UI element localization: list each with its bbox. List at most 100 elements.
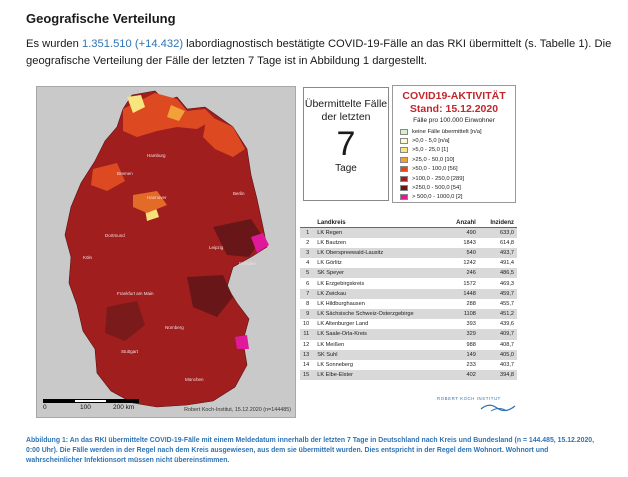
rank-cell: 14 xyxy=(303,362,310,369)
germany-incidence-map: Hamburg Bremen Berlin Hannover Dortmund … xyxy=(36,86,296,418)
anzahl-cell: 329 xyxy=(445,329,479,340)
rank-cell: 10 xyxy=(303,321,310,328)
anzahl-cell: 233 xyxy=(466,362,476,369)
anzahl-cell: 1242 xyxy=(463,260,476,267)
rki-logo-text: ROBERT KOCH INSTITUT xyxy=(437,396,501,401)
legend-item: >250,0 - 500,0 [54] xyxy=(400,183,482,192)
intro-text: labordiagnostisch bestätigte COVID-19-Fä… xyxy=(26,38,612,67)
city-label-leipzig: Leipzig xyxy=(209,245,224,250)
region-orange-west xyxy=(91,163,125,191)
table-row: 8 LK Hildburghausen 288 455,7 xyxy=(300,299,517,309)
table-row: 15 LK Elbe-Elster 402 394,8 xyxy=(300,370,517,381)
rank-cell: 8 xyxy=(306,300,310,307)
landkreis-cell: LK Zwickau xyxy=(314,288,446,299)
legend-swatch xyxy=(400,175,408,182)
landkreis-cell: LK Saale-Orla-Kreis xyxy=(314,329,446,340)
inzidenz-cell: 403,7 xyxy=(500,362,514,369)
new-cases-value: (+14.432) xyxy=(134,38,184,50)
landkreis-cell: LK Hildburghausen xyxy=(317,300,365,307)
legend-subtitle: Fälle pro 100.000 Einwohner xyxy=(413,117,495,124)
landkreis-cell: LK Sonneberg xyxy=(317,362,354,369)
legend-swatch xyxy=(400,166,408,173)
legend-item: > 500,0 - 1000,0 [2] xyxy=(400,193,482,202)
rank-cell: 13 xyxy=(300,349,315,360)
table-row: 6 LK Erzgebirgskreis 1572 469,3 xyxy=(300,278,517,288)
legend-swatch xyxy=(400,138,408,145)
col-header-inzidenz: Inzidenz xyxy=(478,219,517,228)
inzidenz-cell: 409,7 xyxy=(478,329,517,340)
legend-item-label: >50,0 - 100,0 [56] xyxy=(412,166,458,173)
legend-item-label: > 500,0 - 1000,0 [2] xyxy=(412,194,463,201)
landkreis-cell: LK Görlitz xyxy=(317,260,342,267)
city-label-koeln: Köln xyxy=(83,255,93,260)
rank-cell: 4 xyxy=(306,260,310,267)
legend-item-label: >0,0 - 5,0 [n/a] xyxy=(412,138,450,145)
rank-cell: 15 xyxy=(300,370,315,381)
col-header-landkreis: Landkreis xyxy=(314,219,446,228)
total-cases-link[interactable]: 1.351.510 xyxy=(81,38,132,50)
col-header-anzahl: Anzahl xyxy=(445,219,479,228)
table-row: 9 LK Sächsische Schweiz-Osterzgebirge 1108… xyxy=(300,309,517,320)
region-hotspot-regen xyxy=(235,335,249,349)
table-header-row: Landkreis Anzahl Inzidenz xyxy=(300,219,517,228)
col-header-rank xyxy=(300,219,315,228)
section-heading: Geografische Verteilung xyxy=(26,11,176,26)
table-row: 2 LK Bautzen 1843 614,8 xyxy=(300,238,517,248)
anzahl-cell: 988 xyxy=(466,341,476,348)
legend-title: COVID19-AKTIVITÄT xyxy=(402,90,506,102)
inzidenz-cell: 614,8 xyxy=(500,239,514,246)
city-label-nuernberg: Nürnberg xyxy=(165,325,184,330)
legend-swatch xyxy=(400,147,408,154)
landkreis-cell: LK Altenburger Land xyxy=(317,321,369,328)
table-body: 1 LK Regen 490 633,0 2 LK Bautzen 1843 614,8 3 LK… xyxy=(300,227,517,381)
anzahl-cell: 246 xyxy=(445,268,479,279)
landkreis-cell: LK Sächsische Schweiz-Osterzgebirge xyxy=(314,309,446,320)
legend-item: >5,0 - 25,0 [1] xyxy=(400,146,482,155)
table-row: 11 LK Saale-Orla-Kreis 329 409,7 xyxy=(300,329,517,340)
landkreis-cell: LK Elbe-Elster xyxy=(314,370,446,381)
inzidenz-cell: 394,8 xyxy=(478,370,517,381)
activity-legend: COVID19-AKTIVITÄT Stand: 15.12.2020 Fäll… xyxy=(392,85,516,203)
anzahl-cell: 490 xyxy=(445,227,479,238)
inzidenz-cell: 439,6 xyxy=(500,321,514,328)
region-orange-center xyxy=(133,191,167,213)
region-yellow-north xyxy=(127,95,145,113)
region-yellow-north-2 xyxy=(167,105,185,121)
legend-item-label: >100,0 - 250,0 [289] xyxy=(412,175,465,182)
region-dark-southeast xyxy=(187,275,233,317)
city-label-muenchen: München xyxy=(185,377,204,382)
table-row: 7 LK Zwickau 1448 459,7 xyxy=(300,288,517,299)
inzidenz-cell: 469,3 xyxy=(500,280,514,287)
table-row: 5 SK Speyer 246 486,5 xyxy=(300,268,517,279)
rank-cell: 2 xyxy=(306,239,310,246)
legend-items: keine Fälle übermittelt [n/a] >0,0 - 5,0 … xyxy=(400,127,482,202)
table-row: 3 LK Oberspreewald-Lausitz 540 493,7 xyxy=(300,247,517,259)
anzahl-cell: 540 xyxy=(445,247,479,259)
landkreis-cell: LK Meißen xyxy=(317,341,345,348)
city-label-stuttgart: Stuttgart xyxy=(121,349,139,354)
map-shapes xyxy=(64,90,269,408)
city-label-frankfurt: Frankfurt am Main xyxy=(117,291,154,296)
inzidenz-cell: 491,4 xyxy=(500,260,514,267)
legend-item-label: >5,0 - 25,0 [1] xyxy=(412,147,448,154)
legend-item: >0,0 - 5,0 [n/a] xyxy=(400,136,482,145)
landkreis-cell: LK Oberspreewald-Lausitz xyxy=(314,247,446,259)
top-districts-table: Landkreis Anzahl Inzidenz 1 LK Regen 490 63… xyxy=(300,219,517,381)
landkreis-cell: SK Suhl xyxy=(314,349,446,360)
legend-swatch xyxy=(400,194,408,201)
inzidenz-cell: 493,7 xyxy=(478,247,517,259)
figure-caption: Abbildung 1: An das RKI übermittelte COV… xyxy=(26,437,595,464)
city-label-berlin: Berlin xyxy=(233,191,245,196)
legend-swatch xyxy=(400,128,408,135)
anzahl-cell: 1448 xyxy=(445,288,479,299)
legend-date: Stand: 15.12.2020 xyxy=(409,103,499,115)
seven-day-unit: Tage xyxy=(335,163,357,174)
scale-label-0: 0 xyxy=(43,404,47,411)
anzahl-cell: 1108 xyxy=(445,309,479,320)
seven-day-label: Übermittelte Fälle der letzten xyxy=(304,98,388,123)
anzahl-cell: 402 xyxy=(445,370,479,381)
scale-bar-graphic xyxy=(43,399,139,403)
intro-prefix: Es wurden xyxy=(26,38,82,50)
inzidenz-cell: 455,7 xyxy=(500,300,514,307)
landkreis-cell: LK Erzgebirgskreis xyxy=(317,280,365,287)
